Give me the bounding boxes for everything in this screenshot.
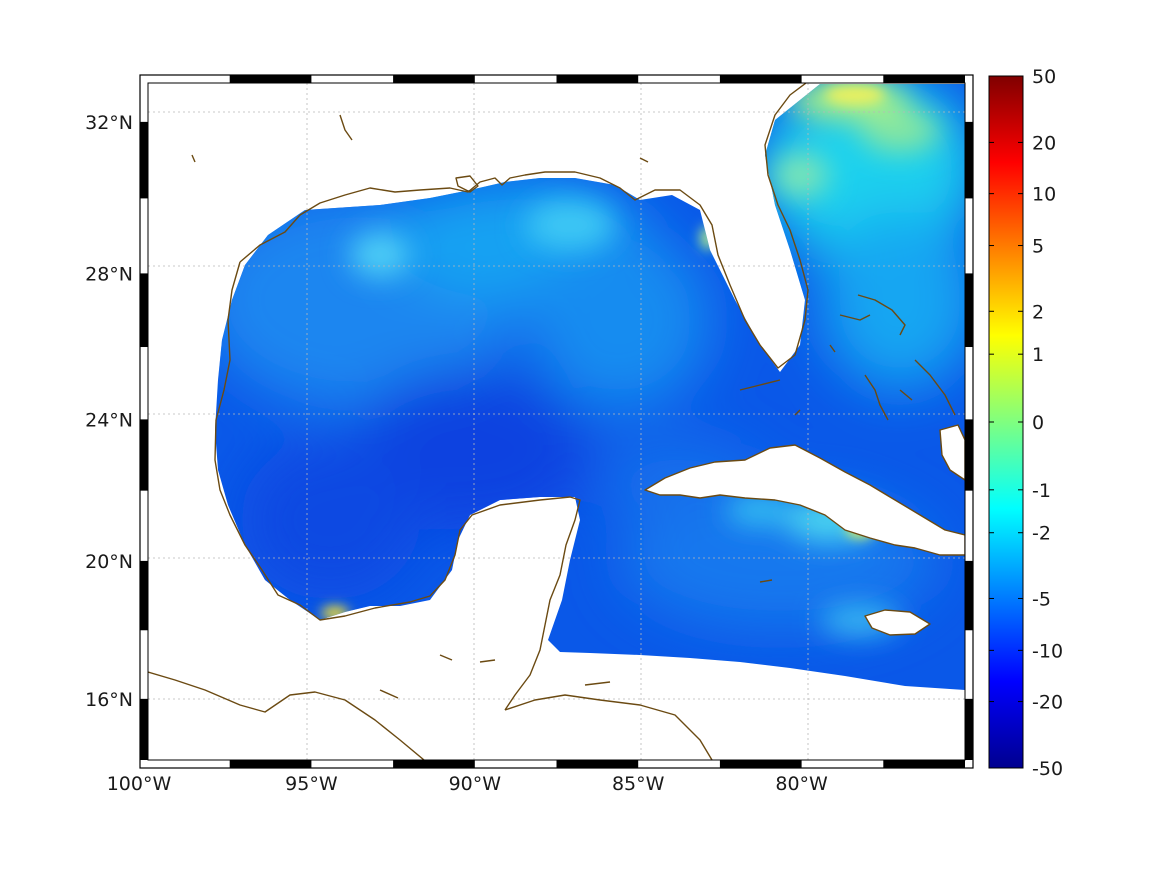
- colorbar-tick-label: -20: [1032, 692, 1063, 714]
- frame-segment: [883, 75, 965, 83]
- latitude-tick-labels: 16°N 20°N 24°N 28°N 32°N: [85, 112, 133, 711]
- colorbar-tick-label: -2: [1032, 523, 1051, 545]
- frame-segment: [556, 760, 639, 768]
- longitude-tick-labels: 100°W 95°W 90°W 85°W 80°W: [107, 773, 828, 795]
- colorbar-tick-label: 0: [1032, 412, 1044, 434]
- lon-tick-label: 85°W: [612, 773, 665, 795]
- lon-tick-label: 90°W: [449, 773, 502, 795]
- frame-segment: [719, 760, 802, 768]
- colorbar-tick-label: -50: [1032, 758, 1063, 780]
- colorbar-tick-label: 1: [1032, 344, 1044, 366]
- lat-tick-label: 24°N: [85, 409, 133, 431]
- frame-segment: [393, 760, 475, 768]
- frame-segment: [140, 560, 148, 631]
- frame-segment: [965, 560, 973, 631]
- frame-segment: [883, 760, 965, 768]
- frame-segment: [140, 121, 148, 199]
- colorbar-tick-label: 10: [1032, 184, 1056, 206]
- colorbar-gradient: [988, 75, 1024, 769]
- colorbar-tick-label: 2: [1032, 301, 1044, 323]
- frame-segment: [719, 75, 802, 83]
- lon-tick-label: 80°W: [775, 773, 828, 795]
- sst-heatmap-field: [215, 84, 965, 690]
- colorbar-tick-label: 50: [1032, 66, 1056, 88]
- coastlines: [148, 83, 965, 761]
- frame-segment: [140, 419, 148, 491]
- lat-tick-label: 16°N: [85, 689, 133, 711]
- colorbar-tick-label: -5: [1032, 588, 1051, 610]
- frame-segment: [393, 75, 475, 83]
- frame-segment: [229, 75, 312, 83]
- lon-tick-label: 95°W: [285, 773, 338, 795]
- frame-segment: [965, 273, 973, 348]
- lon-tick-label: 100°W: [107, 773, 172, 795]
- colorbar-tick-label: -10: [1032, 640, 1063, 662]
- frame-segment: [229, 760, 312, 768]
- lat-tick-label: 28°N: [85, 263, 133, 285]
- frame-segment: [965, 698, 973, 760]
- map-frame: [139, 74, 974, 769]
- frame-segment: [140, 273, 148, 348]
- colorbar-tick-label: 20: [1032, 132, 1056, 154]
- frame-segment: [965, 121, 973, 199]
- frame-segment: [140, 698, 148, 760]
- colorbar-tick-label: 5: [1032, 236, 1044, 258]
- colorbar-tick-label: -1: [1032, 480, 1051, 502]
- lat-tick-label: 20°N: [85, 551, 133, 573]
- frame-segment: [556, 75, 639, 83]
- lat-tick-label: 32°N: [85, 112, 133, 134]
- frame-segment: [965, 419, 973, 491]
